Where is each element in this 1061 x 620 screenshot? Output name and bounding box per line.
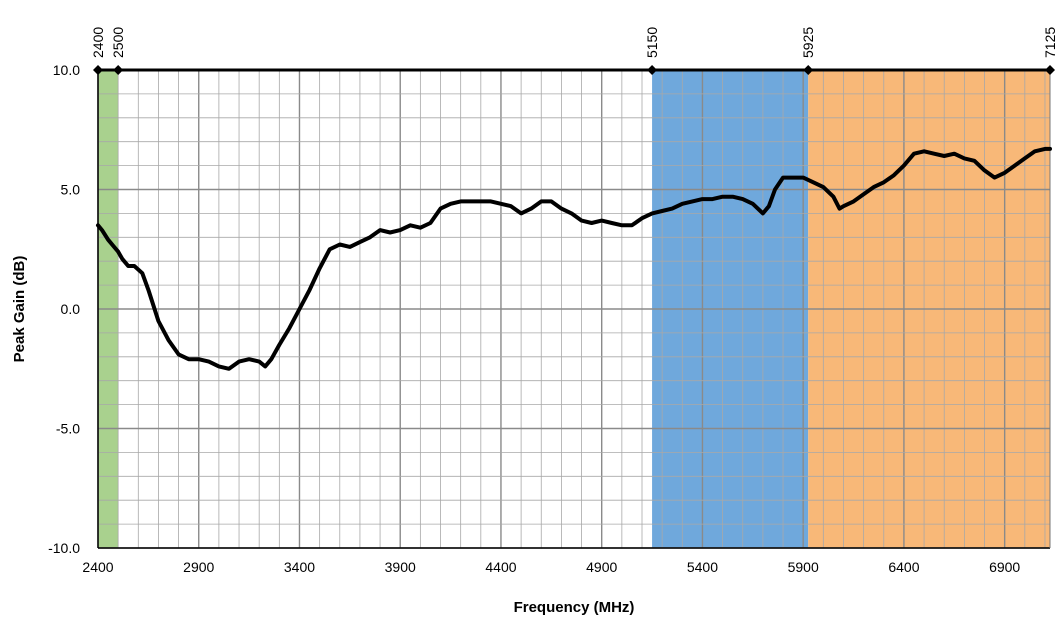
y-tick-label: 0.0 [61, 301, 81, 317]
x-tick-label: 2900 [183, 559, 214, 575]
grid-lines [97, 68, 1051, 549]
marker-label: 2500 [110, 27, 126, 58]
x-tick-label: 4400 [485, 559, 516, 575]
x-tick-label: 2400 [82, 559, 113, 575]
series-line-0 [96, 146, 1052, 371]
marker-label: 2400 [90, 27, 106, 58]
y-tick-label: 10.0 [53, 62, 80, 78]
marker-label: 7125 [1042, 27, 1058, 58]
x-tick-label: 3900 [385, 559, 416, 575]
x-tick-label: 5400 [687, 559, 718, 575]
gain-series [96, 146, 1052, 371]
y-axis-ticks: 10.0 5.0 0.0 -5.0 -10.0 [48, 62, 80, 556]
marker-diamond [647, 65, 658, 75]
x-axis-ticks: 2400 2900 3400 3900 4400 4900 5400 5900 6400 6900 [82, 559, 1020, 575]
marker-diamond [1045, 65, 1055, 75]
marker-diamond [113, 65, 124, 75]
band-edge-markers: 2400 2500 5150 5925 7125 [90, 27, 1058, 75]
x-tick-label: 6400 [888, 559, 919, 575]
y-axis-title: Peak Gain (dB) [11, 256, 28, 363]
x-tick-label: 4900 [586, 559, 617, 575]
x-tick-label: 5900 [788, 559, 819, 575]
marker-label: 5150 [644, 27, 660, 58]
x-tick-label: 3400 [284, 559, 315, 575]
x-axis-title: Frequency (MHz) [514, 599, 635, 616]
y-tick-label: -10.0 [48, 540, 80, 556]
y-tick-label: -5.0 [56, 421, 80, 437]
x-tick-label: 6900 [989, 559, 1020, 575]
marker-label: 5925 [800, 27, 816, 58]
y-tick-label: 5.0 [61, 182, 81, 198]
marker-diamond [803, 65, 814, 75]
marker-diamond [93, 65, 103, 75]
